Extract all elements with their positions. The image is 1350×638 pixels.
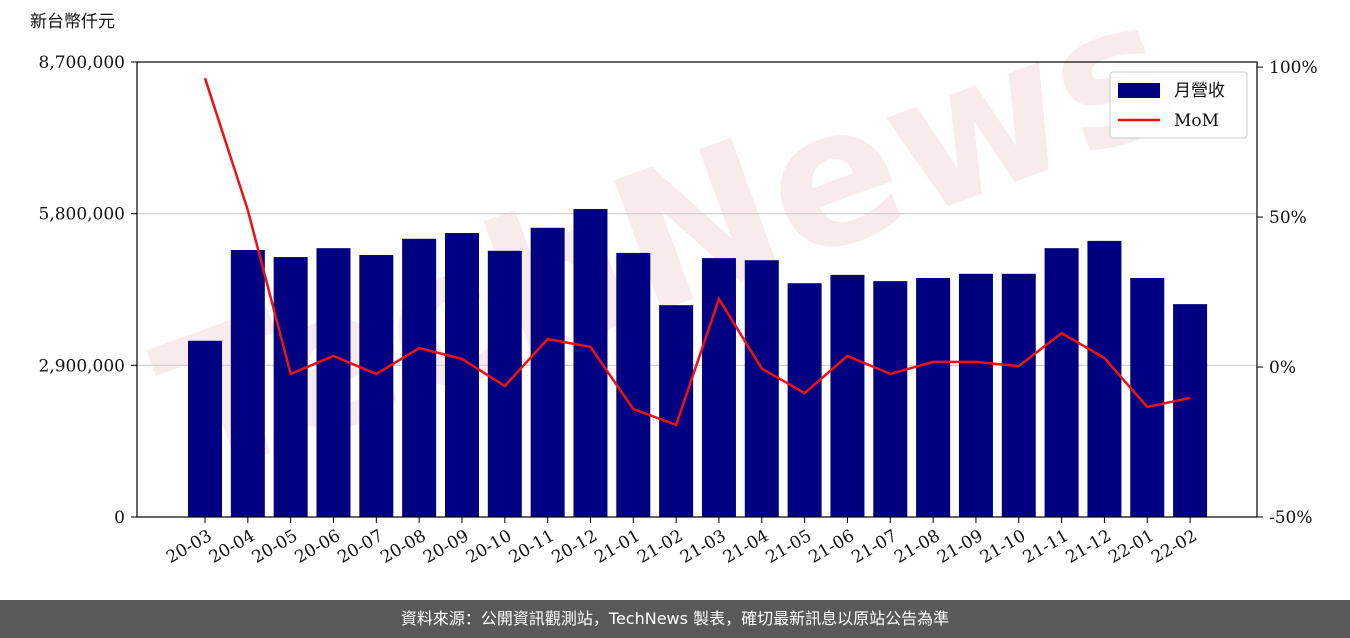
x-tick-label: 21-01 [591, 526, 643, 568]
x-tick-label: 20-06 [292, 526, 344, 568]
bar [273, 257, 308, 517]
bar [873, 281, 908, 517]
bar [1044, 248, 1079, 518]
x-tick-label: 20-08 [377, 526, 429, 568]
x-tick-label: 20-07 [334, 526, 386, 568]
bar [530, 227, 565, 517]
legend-label: 月營收 [1174, 81, 1225, 101]
bar [1130, 277, 1165, 517]
x-tick-label: 21-06 [806, 526, 858, 568]
y-tick-label: 8,700,000 [38, 53, 125, 73]
bar [616, 252, 651, 517]
y2-tick-label: -50% [1269, 508, 1313, 528]
chart: 新台幣仟元 TechNews02,900,0005,800,0008,700,0… [30, 0, 1318, 568]
x-tick-label: 21-07 [848, 526, 900, 568]
y2-tick-label: 0% [1269, 358, 1296, 378]
bar [230, 250, 265, 517]
y-tick-label: 0 [114, 508, 125, 528]
bar [1087, 240, 1122, 518]
x-tick-label: 22-02 [1148, 526, 1200, 568]
x-tick-label: 20-11 [506, 526, 558, 568]
x-tick-label: 20-04 [206, 526, 258, 568]
y-tick-label: 5,800,000 [38, 205, 125, 225]
bar [316, 248, 351, 518]
bar [444, 233, 479, 517]
x-tick-label: 21-03 [677, 526, 729, 568]
bar [402, 238, 437, 517]
bar [188, 340, 222, 517]
x-tick-label: 22-01 [1105, 526, 1157, 568]
x-tick-label: 21-12 [1062, 526, 1114, 568]
x-tick-label: 21-05 [763, 526, 815, 568]
x-tick-label: 21-10 [977, 526, 1029, 568]
x-tick-label: 20-05 [249, 526, 301, 568]
bar [659, 305, 694, 517]
y-tick-label: 2,900,000 [38, 356, 125, 376]
x-tick-label: 21-11 [1020, 526, 1072, 568]
x-tick-label: 20-12 [549, 526, 601, 568]
x-tick-label: 20-10 [463, 526, 515, 568]
bar [1001, 273, 1036, 517]
legend-label: MoM [1174, 111, 1219, 131]
y2-tick-label: 100% [1269, 58, 1318, 78]
y2-tick-label: 50% [1269, 208, 1307, 228]
footer: 資料來源：公開資訊觀測站，TechNews 製表，確切最新訊息以原站公告為準 [0, 600, 1350, 638]
x-tick-label: 21-02 [634, 526, 686, 568]
bar [1173, 304, 1208, 517]
bar [958, 273, 993, 517]
x-tick-label: 21-08 [891, 526, 943, 568]
bar [359, 254, 394, 517]
plot-frame [136, 61, 1258, 518]
x-tick-label: 21-04 [720, 526, 772, 568]
bar [787, 283, 822, 517]
x-tick-label: 20-09 [420, 526, 472, 568]
bar [830, 274, 865, 517]
bar [487, 250, 522, 518]
y-axis-title: 新台幣仟元 [30, 12, 115, 32]
bar [744, 260, 779, 517]
line [203, 77, 1191, 427]
bar [916, 277, 951, 517]
x-tick-label: 21-09 [934, 526, 986, 568]
legend-swatch [1118, 83, 1160, 98]
x-tick-label: 20-03 [163, 526, 215, 568]
